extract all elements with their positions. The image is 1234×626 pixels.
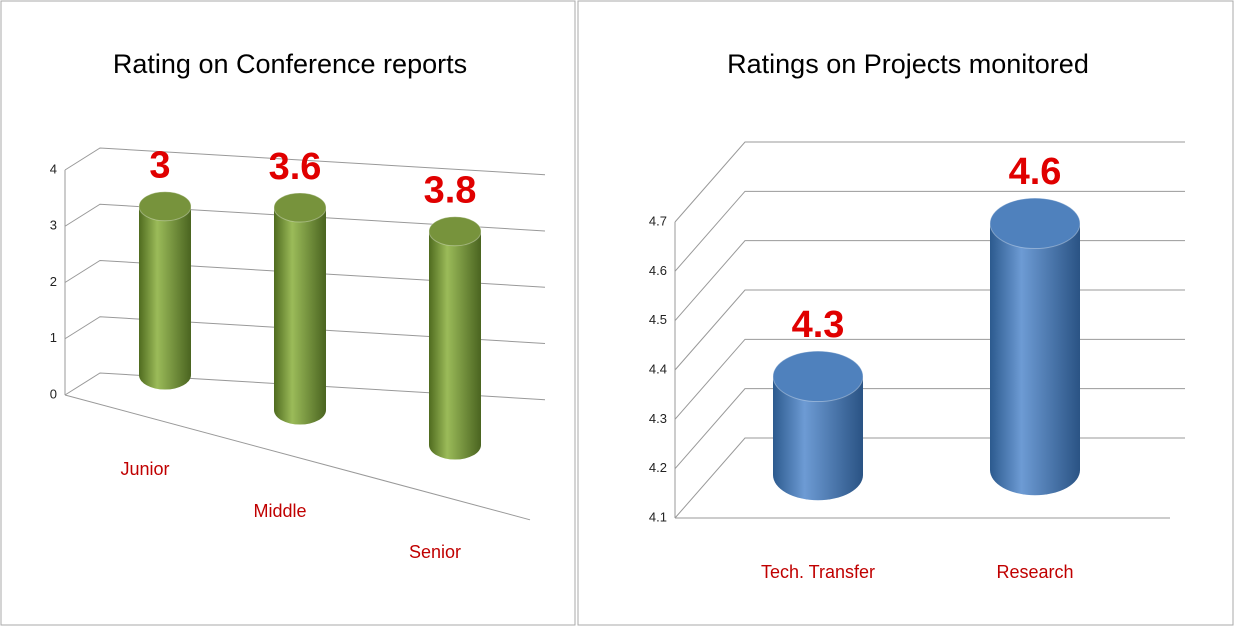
chart-title: Rating on Conference reports [113, 49, 467, 79]
grid-line [64, 372, 546, 401]
bar-top [138, 191, 192, 222]
y-tick-label: 4.5 [649, 312, 667, 327]
grid-line [64, 203, 546, 232]
bar-top [273, 192, 327, 223]
grid-line [674, 289, 1185, 371]
grid-line [674, 190, 1185, 272]
grid-line [674, 240, 1185, 321]
grid-line [674, 141, 1185, 223]
bar [139, 206, 191, 390]
panel-frame [577, 0, 1234, 626]
x-tick-label: Research [996, 562, 1073, 582]
x-tick-label: Junior [120, 459, 169, 479]
y-tick-label: 4.3 [649, 411, 667, 426]
bar [429, 231, 481, 460]
y-tick-label: 3 [50, 218, 57, 233]
bar [274, 207, 326, 425]
panel-frame [0, 0, 576, 626]
x-tick-label: Senior [409, 542, 461, 562]
floor-edge [64, 394, 531, 521]
y-tick-label: 4.7 [649, 213, 667, 228]
bar [773, 376, 863, 501]
y-tick-label: 4.2 [649, 460, 667, 475]
grid-line [674, 388, 1185, 469]
bar-top [428, 216, 482, 247]
value-label: 3.6 [269, 146, 322, 188]
value-label: 4.6 [1009, 151, 1062, 193]
x-tick-label: Middle [253, 501, 306, 521]
value-label: 4.3 [792, 304, 845, 346]
y-tick-label: 4 [50, 161, 57, 176]
grid-line [64, 316, 546, 344]
y-tick-label: 4.4 [649, 361, 667, 376]
value-label: 3.8 [424, 170, 477, 212]
value-label: 3 [149, 145, 170, 187]
y-tick-label: 0 [50, 386, 57, 401]
grid-line [64, 259, 546, 288]
x-tick-label: Tech. Transfer [761, 562, 875, 582]
chart-title: Ratings on Projects monitored [727, 49, 1089, 79]
y-tick-label: 4.6 [649, 263, 667, 278]
y-tick-label: 2 [50, 274, 57, 289]
y-tick-label: 4.1 [649, 509, 667, 524]
bar-top [772, 350, 864, 403]
grid-line [674, 338, 1185, 420]
bar [990, 223, 1080, 496]
bar-top [989, 197, 1081, 250]
grid-line [674, 437, 1185, 519]
y-tick-label: 1 [50, 330, 57, 345]
grid-line [64, 147, 546, 176]
